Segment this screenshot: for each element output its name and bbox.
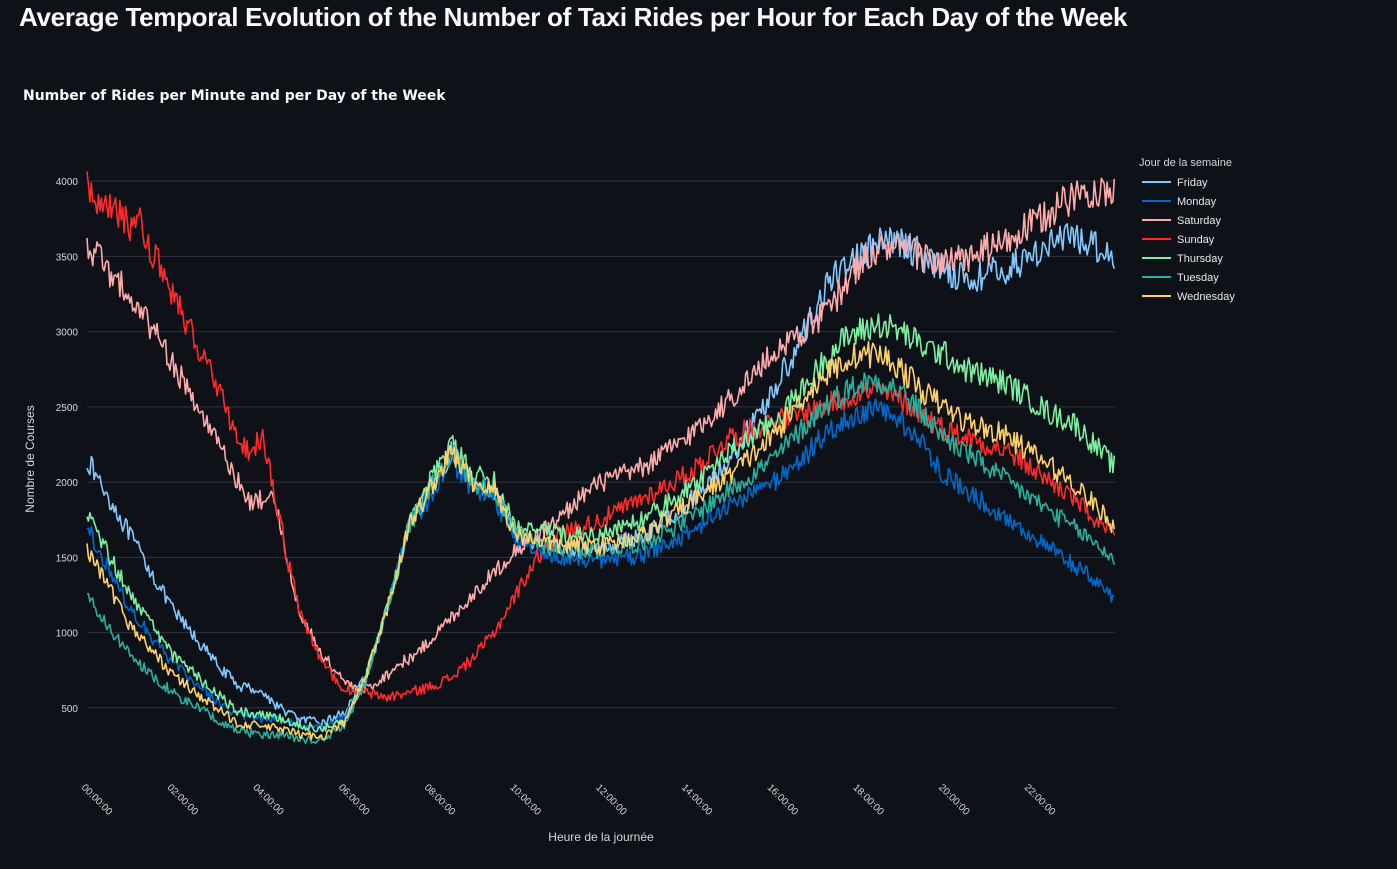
x-tick-labels: 00:00:00 02:00:00 04:00:00 06:00:00 08:00:00… (79, 782, 1058, 818)
y-tick-label: 3000 (56, 328, 79, 339)
chart-title: Number of Rides per Minute and per Day o… (23, 88, 446, 104)
x-tick-label: 18:00:00 (850, 782, 886, 818)
legend-title: Jour de la semaine (1139, 157, 1232, 169)
x-tick-label: 14:00:00 (679, 782, 715, 818)
legend-items: Friday Monday Saturday Sunday Thursday Tuesda… (1142, 177, 1235, 303)
x-tick-label: 22:00:00 (1022, 782, 1058, 818)
y-tick-label: 2000 (56, 478, 79, 489)
x-tick-label: 00:00:00 (79, 782, 115, 818)
legend: Jour de la semaine Friday Monday Saturday S… (1139, 157, 1235, 303)
legend-label: Saturday (1177, 215, 1222, 227)
legend-item-friday[interactable]: Friday (1142, 177, 1208, 189)
legend-item-wednesday[interactable]: Wednesday (1142, 291, 1235, 303)
x-tick-label: 04:00:00 (250, 782, 286, 818)
legend-item-sunday[interactable]: Sunday (1142, 234, 1215, 246)
y-tick-label: 1000 (56, 629, 79, 640)
legend-label: Monday (1177, 196, 1217, 208)
x-tick-label: 10:00:00 (508, 782, 544, 818)
legend-label: Tuesday (1177, 272, 1219, 284)
y-tick-label: 3500 (56, 252, 79, 263)
series-line-thursday (86, 313, 1116, 733)
legend-label: Sunday (1177, 234, 1215, 246)
y-tick-label: 1500 (56, 553, 79, 564)
page-title: Average Temporal Evolution of the Number… (19, 2, 1128, 32)
x-tick-label: 08:00:00 (422, 782, 458, 818)
x-tick-label: 02:00:00 (165, 782, 201, 818)
series-line-wednesday (86, 340, 1116, 741)
legend-label: Friday (1177, 177, 1208, 189)
x-tick-label: 16:00:00 (765, 782, 801, 818)
y-tick-label: 2500 (56, 403, 79, 414)
y-axis-title: Nombre de Courses (23, 405, 37, 512)
series-layer (86, 171, 1116, 745)
x-axis-title: Heure de la journée (548, 830, 654, 844)
series-line-tuesday (86, 372, 1116, 745)
y-tick-label: 500 (61, 704, 78, 715)
x-tick-label: 06:00:00 (336, 782, 372, 818)
legend-item-monday[interactable]: Monday (1142, 196, 1217, 208)
legend-label: Thursday (1177, 253, 1223, 265)
x-tick-label: 12:00:00 (593, 782, 629, 818)
legend-item-tuesday[interactable]: Tuesday (1142, 272, 1219, 284)
y-tick-label: 4000 (56, 177, 79, 188)
series-line-sunday (86, 171, 1116, 702)
legend-item-saturday[interactable]: Saturday (1142, 215, 1222, 227)
series-line-saturday (86, 177, 1116, 696)
x-tick-label: 20:00:00 (936, 782, 972, 818)
y-tick-labels: 500 1000 1500 2000 2500 3000 3500 4000 (56, 177, 79, 715)
legend-item-thursday[interactable]: Thursday (1142, 253, 1223, 265)
series-line-monday (86, 398, 1115, 732)
legend-label: Wednesday (1177, 291, 1235, 303)
